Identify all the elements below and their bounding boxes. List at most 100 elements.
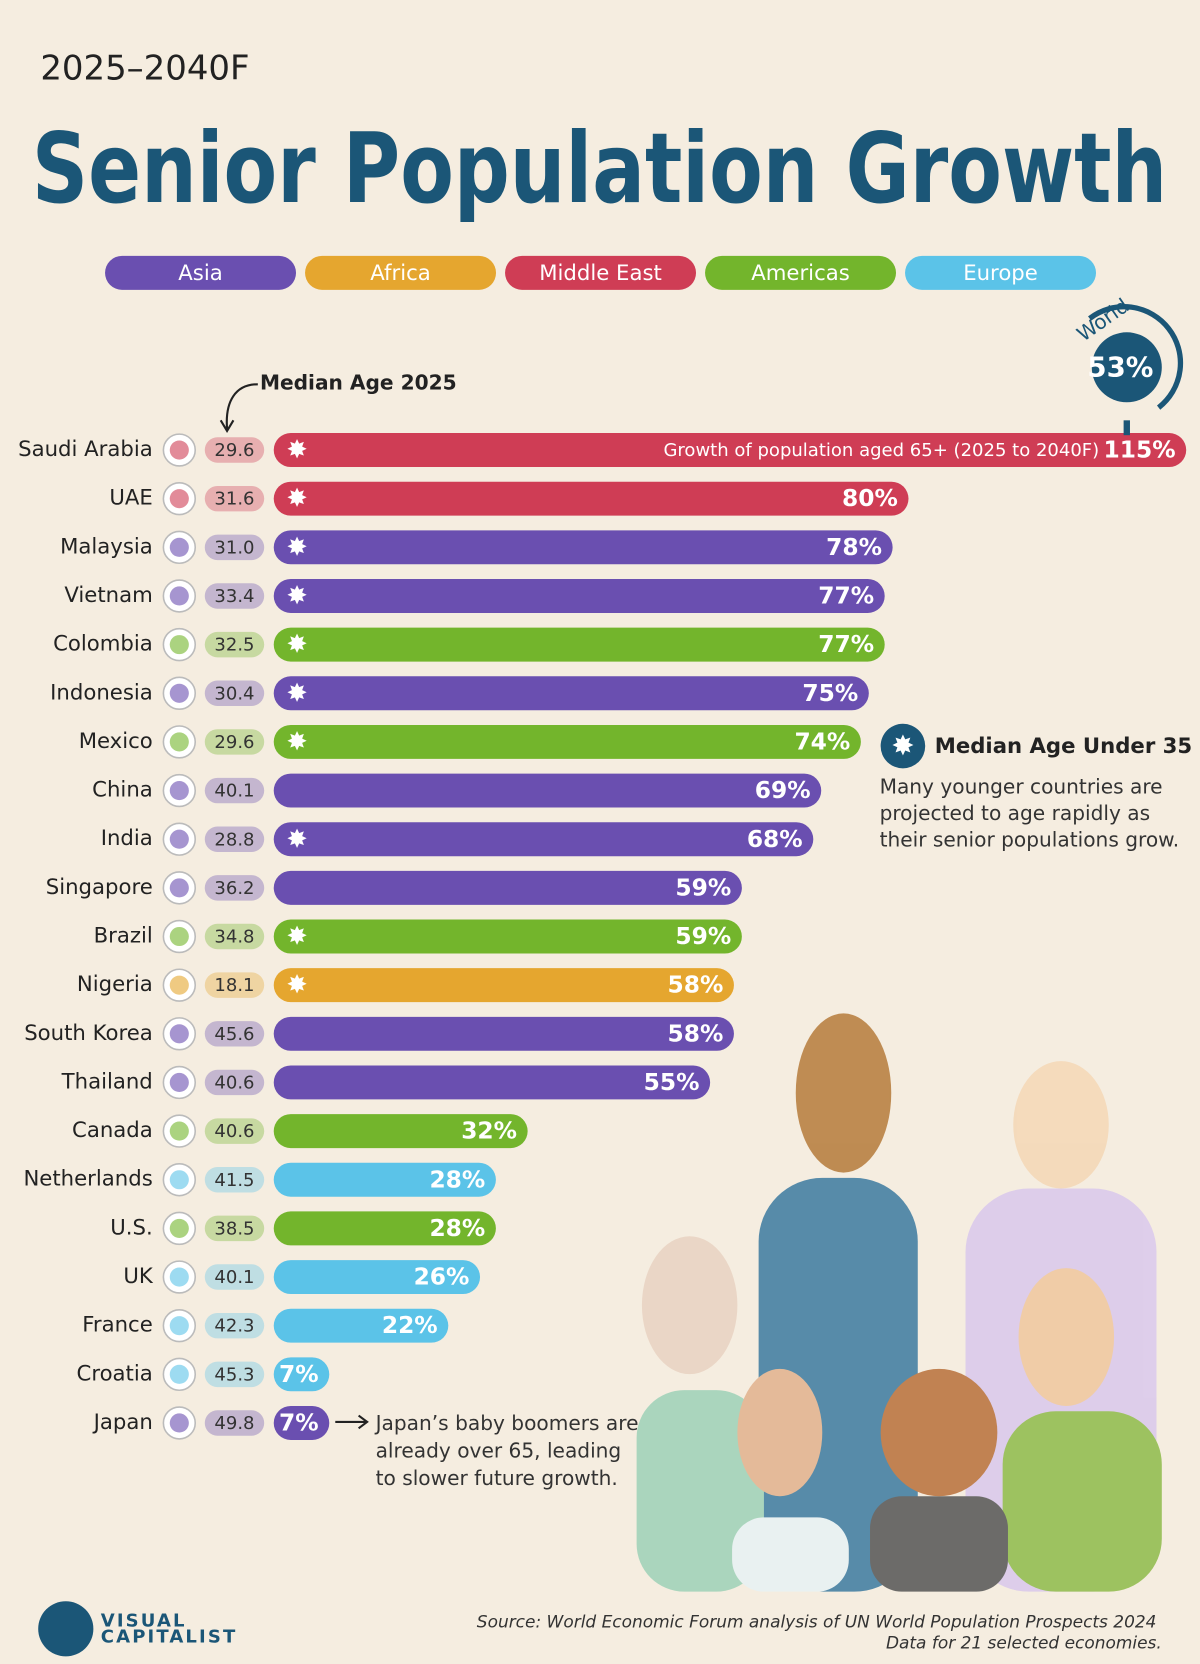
category-label: U.S. bbox=[110, 1215, 152, 1240]
median-age-pill bbox=[204, 1264, 265, 1290]
bar bbox=[273, 1260, 481, 1295]
value-label: 75% bbox=[802, 679, 858, 707]
flag-color bbox=[169, 781, 189, 801]
flag-color bbox=[169, 537, 189, 557]
legend-label: Americas bbox=[751, 261, 850, 286]
text-line: VISUAL bbox=[101, 1610, 187, 1631]
category-label: Nigeria bbox=[77, 972, 153, 997]
flag-color bbox=[169, 878, 189, 898]
legend-label: Africa bbox=[370, 261, 431, 286]
value-label: 55% bbox=[644, 1068, 700, 1096]
japan-note: Japan’s baby boomers are already over 65,… bbox=[374, 1411, 639, 1490]
globe bbox=[1091, 332, 1162, 403]
category-label: Colombia bbox=[53, 632, 153, 657]
under-35-star: ✸ bbox=[286, 630, 307, 660]
category-label: Canada bbox=[72, 1118, 153, 1143]
category-label: China bbox=[92, 778, 153, 803]
median-age-pill bbox=[204, 1361, 265, 1388]
under-35-star: ✸ bbox=[286, 435, 307, 465]
legend-swatch bbox=[705, 255, 897, 290]
median-age: 29.6 bbox=[214, 732, 254, 753]
value-label: 32% bbox=[461, 1117, 517, 1145]
legend-swatch bbox=[905, 255, 1097, 290]
legend-swatch bbox=[505, 255, 697, 290]
median-age-pill bbox=[204, 875, 265, 901]
value-label: 26% bbox=[414, 1263, 470, 1291]
median-age-pill bbox=[204, 631, 265, 658]
category-label: Mexico bbox=[79, 729, 153, 754]
median-age: 31.0 bbox=[214, 537, 254, 558]
person-head bbox=[1018, 1268, 1115, 1407]
globe-ring bbox=[1088, 304, 1184, 410]
value-label: 59% bbox=[675, 873, 731, 901]
subtitle: 2025–2040F bbox=[40, 49, 249, 89]
flag-color bbox=[169, 1267, 189, 1287]
median-age-pill bbox=[204, 680, 265, 707]
legend-label: Europe bbox=[963, 261, 1038, 286]
chart-title: Senior Population Growth bbox=[32, 112, 1167, 226]
median-age: 45.6 bbox=[214, 1024, 254, 1045]
category-label: India bbox=[101, 826, 153, 851]
under-35-star: ✸ bbox=[286, 581, 307, 611]
category-label: Brazil bbox=[94, 924, 153, 949]
key-text: Many younger countries are projected to a… bbox=[880, 774, 1180, 851]
median-age: 36.2 bbox=[214, 878, 254, 899]
median-age: 40.1 bbox=[214, 1267, 254, 1288]
legend-label: Asia bbox=[178, 261, 222, 286]
brand: VISUAL CAPITALIST bbox=[101, 1610, 238, 1647]
category-label: South Korea bbox=[24, 1021, 153, 1046]
brand-logo bbox=[38, 1601, 94, 1657]
bar bbox=[273, 1065, 711, 1100]
category-label: UAE bbox=[109, 486, 152, 511]
median-age-pill bbox=[204, 1021, 265, 1047]
median-age-pill bbox=[204, 923, 265, 950]
flag-color bbox=[169, 1170, 189, 1190]
person bbox=[732, 1517, 849, 1592]
median-age: 40.6 bbox=[214, 1121, 254, 1142]
under-35-star: ✸ bbox=[286, 970, 307, 1000]
median-age-pill bbox=[204, 777, 265, 804]
header-arrow bbox=[219, 383, 258, 434]
median-age: 40.1 bbox=[214, 781, 254, 802]
category-label: Malaysia bbox=[60, 534, 153, 559]
median-age: 40.6 bbox=[214, 1073, 254, 1094]
illustration bbox=[636, 1013, 1162, 1592]
text-line: to slower future growth. bbox=[376, 1466, 618, 1490]
median-age-pill bbox=[204, 485, 265, 512]
median-age: 38.5 bbox=[214, 1218, 254, 1239]
median-age: 49.8 bbox=[214, 1413, 254, 1434]
person-head bbox=[1013, 1061, 1109, 1189]
bar bbox=[273, 627, 885, 662]
person bbox=[636, 1390, 764, 1592]
value-label: 74% bbox=[794, 727, 850, 755]
category-label: UK bbox=[123, 1264, 154, 1289]
bar bbox=[273, 822, 814, 857]
bar bbox=[273, 968, 734, 1003]
median-age-pill bbox=[204, 1215, 265, 1242]
bar bbox=[273, 433, 1187, 468]
under-35-star: ✸ bbox=[286, 484, 307, 514]
bar bbox=[273, 1114, 528, 1149]
median-age-pill bbox=[204, 534, 265, 561]
bar bbox=[273, 1406, 330, 1440]
median-age: 42.3 bbox=[214, 1316, 254, 1337]
category-label: Vietnam bbox=[64, 583, 152, 608]
median-age: 45.3 bbox=[214, 1364, 254, 1385]
category-label: France bbox=[82, 1313, 153, 1338]
value-label: 58% bbox=[667, 971, 723, 999]
value-label: 28% bbox=[429, 1165, 485, 1193]
under-35-star: ✸ bbox=[286, 922, 307, 952]
median-age: 32.5 bbox=[214, 635, 254, 656]
flag-color bbox=[169, 489, 189, 509]
flag-color bbox=[169, 683, 189, 703]
value-label: 78% bbox=[826, 533, 882, 561]
world-value: 53% bbox=[1087, 350, 1153, 383]
source: Source: World Economic Forum analysis of… bbox=[477, 1612, 1157, 1632]
median-age-pill bbox=[204, 1118, 265, 1144]
flag-color bbox=[169, 1364, 189, 1384]
value-label: 28% bbox=[429, 1214, 485, 1242]
value-label: 7% bbox=[279, 1409, 319, 1437]
key-icon bbox=[880, 723, 926, 769]
median-age-pill bbox=[204, 437, 265, 463]
bar bbox=[273, 579, 885, 613]
